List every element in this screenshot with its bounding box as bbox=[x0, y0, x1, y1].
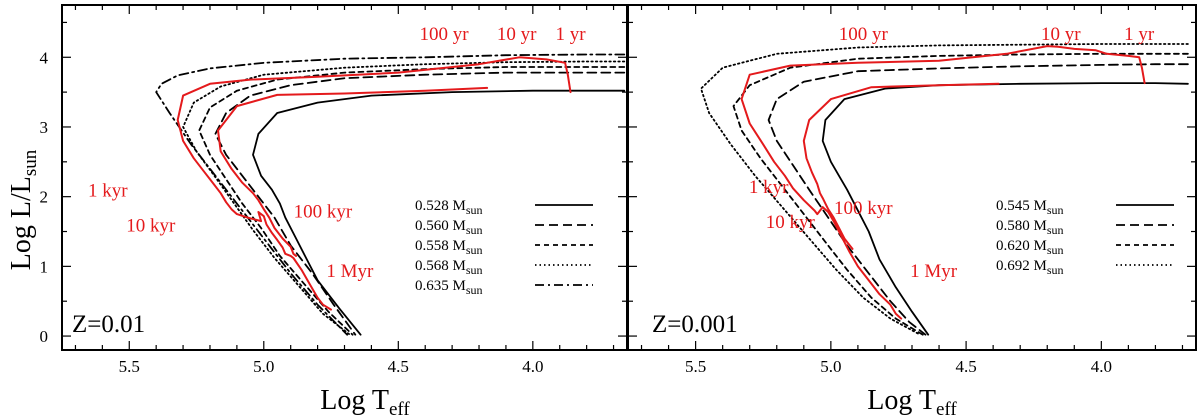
age-label: 1 yr bbox=[555, 24, 586, 45]
age-label: 1 yr bbox=[1124, 24, 1155, 45]
x-tick-label: 4.0 bbox=[522, 357, 543, 376]
age-label: 100 kyr bbox=[834, 198, 893, 219]
legend-entry-label: 0.692 Msun bbox=[996, 258, 1064, 277]
age-label: 1 kyr bbox=[88, 181, 128, 202]
metallicity-label: Z=0.01 bbox=[72, 311, 145, 338]
x-tick-label: 5.5 bbox=[685, 357, 706, 376]
y-axis-title-main: Log L/L bbox=[6, 176, 37, 270]
legend-entry-mass: 0.558 M bbox=[415, 238, 466, 254]
legend-entry-label: 0.545 Msun bbox=[996, 198, 1064, 217]
legend-entry-sub: sun bbox=[1047, 243, 1064, 257]
y-tick-label: 1 bbox=[40, 257, 49, 276]
track-line-dashed bbox=[767, 63, 1189, 336]
legend-entry-sub: sun bbox=[466, 223, 483, 237]
metallicity-label: Z=0.001 bbox=[652, 311, 738, 338]
legend-entry-mass: 0.545 M bbox=[996, 198, 1047, 214]
x-axis-title-right-main: Log T bbox=[867, 385, 936, 416]
isochrone-line bbox=[217, 86, 489, 257]
age-label: 10 yr bbox=[1041, 24, 1081, 45]
x-tick-label: 5.0 bbox=[820, 357, 841, 376]
panel-right-frame bbox=[627, 4, 1197, 351]
legend-entry-label: 0.620 Msun bbox=[996, 238, 1064, 257]
x-axis-title-right: Log Teff bbox=[867, 385, 957, 420]
y-tick-label: 2 bbox=[40, 188, 49, 207]
track-line-solid bbox=[252, 89, 626, 336]
legend-entry-label: 0.560 Msun bbox=[415, 218, 483, 237]
legend-entry-sub: sun bbox=[466, 283, 483, 297]
track-line-dense-dashed bbox=[732, 52, 1189, 336]
track-line-dense-dashed bbox=[198, 66, 626, 336]
age-label: 1 Myr bbox=[326, 261, 374, 282]
legend-entry-label: 0.528 Msun bbox=[415, 198, 483, 217]
legend-entry-label: 0.558 Msun bbox=[415, 238, 483, 257]
y-axis-title: Log L/Lsun bbox=[6, 149, 41, 270]
legend-entry-sub: sun bbox=[1047, 223, 1064, 237]
legend-entry-sub: sun bbox=[466, 203, 483, 217]
track-line-dotted bbox=[182, 60, 626, 336]
y-tick-label: 4 bbox=[40, 48, 49, 67]
x-axis-title-right-sub: eff bbox=[936, 399, 957, 420]
y-axis-title-sub: sun bbox=[20, 149, 41, 176]
legend-entry-mass: 0.580 M bbox=[996, 218, 1047, 234]
legend-entry-mass: 0.620 M bbox=[996, 238, 1047, 254]
legend-entry-mass: 0.692 M bbox=[996, 258, 1047, 274]
legend-entry-label: 0.580 Msun bbox=[996, 218, 1064, 237]
x-tick-label: 4.0 bbox=[1091, 357, 1112, 376]
x-axis-title-left-sub: eff bbox=[389, 399, 410, 420]
legend-entry-sub: sun bbox=[466, 243, 483, 257]
panel-right: 5.5 5.0 4.5 4.0 100 yr 10 yr 1 yr 1 kyr 10 kyr 10… bbox=[627, 4, 1197, 376]
legend-entry-sub: sun bbox=[466, 263, 483, 277]
x-tick-label: 4.5 bbox=[955, 357, 976, 376]
age-label: 100 yr bbox=[839, 24, 889, 45]
y-tick-label: 3 bbox=[40, 118, 49, 137]
age-label: 10 kyr bbox=[766, 212, 816, 233]
legend-entry-label: 0.568 Msun bbox=[415, 258, 483, 277]
shared-text: Log L/Lsun Log Teff Log Teff bbox=[6, 149, 957, 420]
isochrone-line bbox=[802, 82, 1000, 250]
age-label: 10 kyr bbox=[126, 216, 176, 237]
x-axis-title-left: Log Teff bbox=[320, 385, 410, 420]
panel-left-frame bbox=[61, 4, 628, 351]
x-tick-label: 5.0 bbox=[253, 357, 274, 376]
track-line-dashed bbox=[214, 71, 626, 336]
track-line-solid bbox=[821, 82, 1189, 336]
x-tick-label: 5.5 bbox=[119, 357, 140, 376]
legend-entry-mass: 0.635 M bbox=[415, 278, 466, 294]
track-line-dotted bbox=[700, 43, 1189, 336]
track-line-dash-dot bbox=[155, 53, 626, 336]
age-label: 1 kyr bbox=[749, 177, 789, 198]
legend-entry-label: 0.635 Msun bbox=[415, 278, 483, 297]
isochrone-line bbox=[176, 56, 572, 311]
age-label: 100 yr bbox=[420, 24, 470, 45]
age-label: 10 yr bbox=[497, 24, 537, 45]
x-tick-label: 4.5 bbox=[388, 357, 409, 376]
legend-entry-sub: sun bbox=[1047, 263, 1064, 277]
legend-entry-mass: 0.528 M bbox=[415, 198, 466, 214]
age-label: 1 Myr bbox=[910, 261, 958, 282]
isochrone-line bbox=[740, 45, 1146, 320]
legend-entry-mass: 0.568 M bbox=[415, 258, 466, 274]
age-label: 100 kyr bbox=[294, 202, 353, 223]
legend-entry-sub: sun bbox=[1047, 203, 1064, 217]
legend-entry-mass: 0.560 M bbox=[415, 218, 466, 234]
x-axis-title-left-main: Log T bbox=[320, 385, 389, 416]
panel-left: 5.5 5.0 4.5 4.0 0 1 2 3 4 100 yr 10 yr 1 yr 1 kyr 10 … bbox=[40, 4, 628, 376]
y-tick-label: 0 bbox=[40, 327, 49, 346]
